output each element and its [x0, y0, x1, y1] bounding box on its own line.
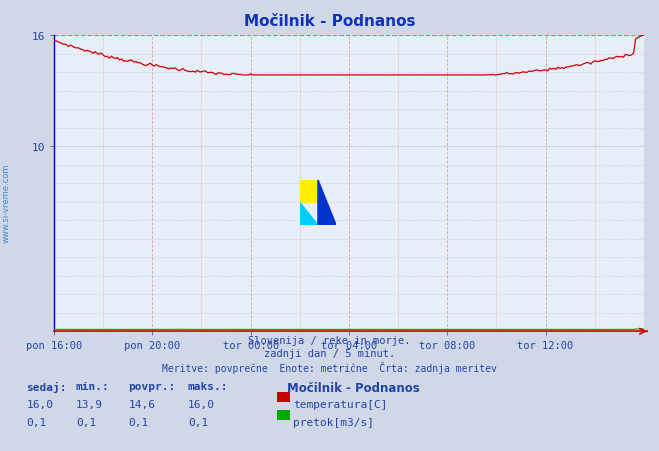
Text: Meritve: povprečne  Enote: metrične  Črta: zadnja meritev: Meritve: povprečne Enote: metrične Črta:…	[162, 361, 497, 373]
Text: 16,0: 16,0	[188, 399, 215, 409]
Text: min.:: min.:	[76, 381, 109, 391]
Text: zadnji dan / 5 minut.: zadnji dan / 5 minut.	[264, 348, 395, 358]
Text: temperatura[C]: temperatura[C]	[293, 399, 387, 409]
Text: Močilnik - Podnanos: Močilnik - Podnanos	[287, 381, 419, 394]
Polygon shape	[318, 180, 336, 226]
Text: maks.:: maks.:	[188, 381, 228, 391]
Text: 16,0: 16,0	[26, 399, 53, 409]
Bar	[300, 180, 318, 203]
Text: 13,9: 13,9	[76, 399, 103, 409]
Text: povpr.:: povpr.:	[129, 381, 176, 391]
Text: Močilnik - Podnanos: Močilnik - Podnanos	[244, 14, 415, 28]
Text: www.si-vreme.com: www.si-vreme.com	[2, 163, 11, 243]
Text: 0,1: 0,1	[129, 417, 149, 427]
Text: 0,1: 0,1	[26, 417, 47, 427]
Text: 14,6: 14,6	[129, 399, 156, 409]
Polygon shape	[300, 203, 318, 226]
Text: Slovenija / reke in morje.: Slovenija / reke in morje.	[248, 336, 411, 345]
Text: sedaj:: sedaj:	[26, 381, 67, 392]
Text: 0,1: 0,1	[76, 417, 96, 427]
Text: 0,1: 0,1	[188, 417, 208, 427]
Text: pretok[m3/s]: pretok[m3/s]	[293, 417, 374, 427]
